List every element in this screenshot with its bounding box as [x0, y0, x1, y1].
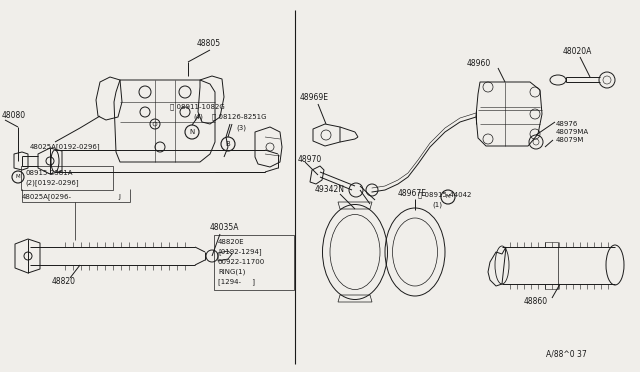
Text: 48025A[0192-0296]: 48025A[0192-0296]: [30, 144, 100, 150]
Text: Ⓝ 08911-1082G: Ⓝ 08911-1082G: [170, 104, 225, 110]
Text: B: B: [226, 141, 230, 147]
Text: (4): (4): [193, 114, 203, 120]
Text: 48860: 48860: [524, 298, 548, 307]
Text: M: M: [16, 174, 20, 180]
Text: Ⓑ 08126-8251G: Ⓑ 08126-8251G: [212, 114, 266, 120]
Text: 48035A: 48035A: [210, 224, 239, 232]
Text: 00922-11700: 00922-11700: [218, 259, 265, 265]
Text: (3): (3): [236, 125, 246, 131]
Text: 48079MA: 48079MA: [556, 129, 589, 135]
Text: J: J: [118, 194, 120, 200]
Text: 48970: 48970: [298, 155, 323, 164]
Text: 08915-2381A: 08915-2381A: [25, 170, 72, 176]
Text: A/88^0 37: A/88^0 37: [546, 350, 587, 359]
Text: (2)[0192-0296]: (2)[0192-0296]: [25, 180, 79, 186]
Text: 48820E: 48820E: [218, 239, 244, 245]
Text: (1): (1): [432, 202, 442, 208]
Text: 49342N: 49342N: [315, 185, 345, 193]
Text: N: N: [189, 129, 195, 135]
Text: 48969E: 48969E: [300, 93, 329, 103]
Text: 48976: 48976: [556, 121, 579, 127]
Text: 48079M: 48079M: [556, 137, 584, 143]
Text: 48967E: 48967E: [398, 189, 427, 198]
Text: 48820: 48820: [52, 278, 76, 286]
Text: M: M: [445, 195, 451, 199]
Text: RING(1): RING(1): [218, 269, 245, 275]
Text: [0192-1294]: [0192-1294]: [218, 248, 262, 255]
Text: Ⓜ 08915-44042: Ⓜ 08915-44042: [418, 192, 472, 198]
Text: 48025A[0296-: 48025A[0296-: [22, 193, 72, 201]
Text: [1294-     ]: [1294- ]: [218, 279, 255, 285]
Text: 48960: 48960: [467, 58, 492, 67]
Text: 48020A: 48020A: [563, 46, 593, 55]
Text: 48805: 48805: [197, 39, 221, 48]
Text: 48080: 48080: [2, 110, 26, 119]
